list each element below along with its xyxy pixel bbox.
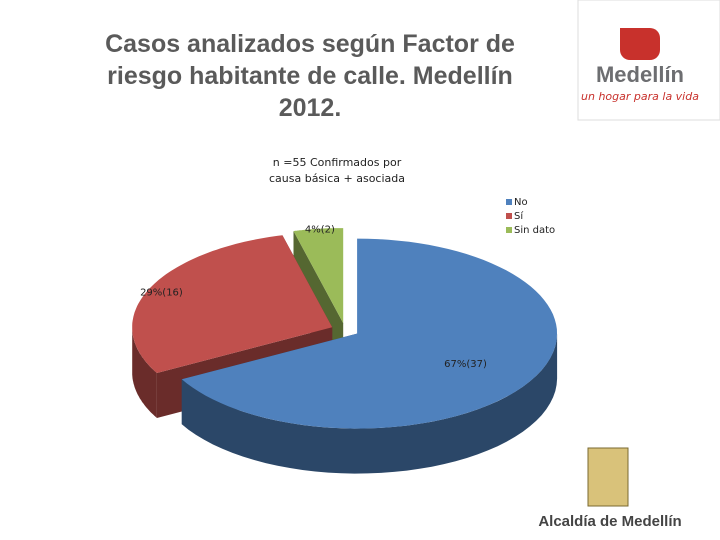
shield [587, 447, 629, 507]
chart-subtitle: n =55 Confirmados por causa básica + aso… [268, 156, 405, 185]
legend-label: Sin dato [514, 225, 555, 236]
data-label: 67%(37) [444, 359, 487, 370]
legend-label: No [514, 197, 528, 208]
slice [293, 228, 344, 324]
legend-label: Sí [514, 210, 524, 222]
legend-swatch [506, 199, 512, 205]
slice-side [181, 333, 558, 474]
chart-title: Casos analizados según Factor de riesgo … [105, 30, 515, 122]
slice [181, 238, 558, 429]
data-label: 29%(16) [140, 287, 183, 298]
logo-bottom: Alcaldía de Medellín [538, 513, 681, 530]
logo-icon [620, 28, 660, 60]
legend-swatch [506, 227, 512, 233]
legend-swatch [506, 213, 512, 219]
slice-side [132, 327, 157, 418]
logo-tagline: un hogar para la vida [581, 90, 699, 103]
slice [181, 238, 558, 474]
data-label: 4%(2) [305, 225, 335, 236]
slice [132, 235, 333, 373]
logo-name: Medellín [596, 62, 684, 87]
